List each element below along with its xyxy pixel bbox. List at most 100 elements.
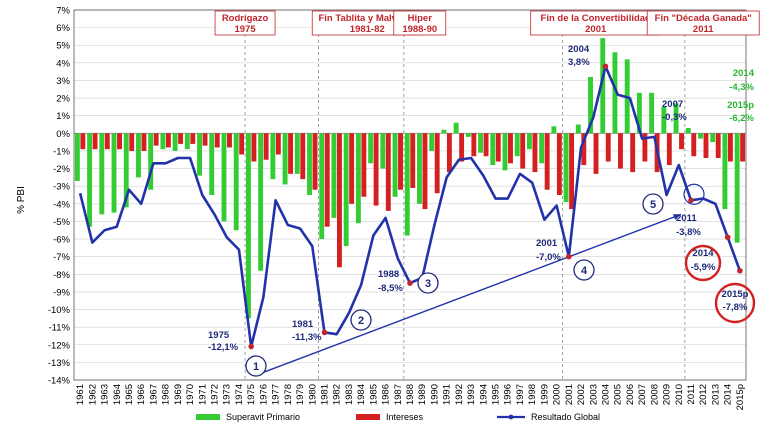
bar-superavit-primario [502, 133, 508, 171]
bar-intereses [618, 133, 623, 169]
bar-intereses [544, 133, 550, 190]
event-box [393, 10, 447, 36]
y-tick-label: -4% [53, 199, 70, 210]
bar-intereses [239, 133, 245, 155]
bar-superavit-primario [294, 133, 300, 174]
annotation-year: 2011 [676, 213, 697, 224]
y-tick-label: -9% [53, 287, 70, 298]
bar-superavit-primario [343, 133, 349, 247]
bar-superavit-primario [355, 133, 361, 224]
bar-superavit-primario [380, 133, 386, 169]
x-tick-label: 2010 [674, 384, 685, 405]
bar-intereses [581, 133, 587, 166]
bar-superavit-primario [734, 133, 740, 243]
bar-intereses [520, 133, 526, 169]
annotation-value: -6,2% [729, 113, 754, 124]
marker-circle [417, 272, 439, 294]
legend-swatch-intereses [356, 414, 380, 420]
x-tick-label: 2004 [600, 384, 611, 405]
annotation-year: 2001 [536, 238, 558, 249]
annotation-value: -5,9% [691, 262, 716, 273]
bar-intereses [556, 133, 562, 195]
x-tick-label: 1968 [161, 384, 172, 405]
event-box [214, 10, 276, 36]
bar-superavit-primario [184, 133, 190, 150]
x-tick-label: 1964 [112, 384, 123, 405]
bar-intereses [80, 133, 86, 150]
bar-intereses [605, 133, 611, 162]
legend-label: Resultado Global [531, 412, 600, 422]
line-highlight-point [321, 329, 328, 336]
x-tick-label: 2011 [686, 384, 697, 404]
bar-superavit-primario [636, 92, 642, 134]
legend-label: Superavit Primario [226, 412, 300, 422]
marker-number: 3 [425, 278, 431, 290]
y-tick-label: -7% [53, 252, 70, 263]
y-axis-label: % PBI [16, 186, 27, 214]
x-tick-label: 1962 [87, 384, 98, 405]
bar-intereses [410, 133, 416, 188]
annotation-year: 2004 [568, 44, 590, 55]
y-tick-label: -13% [48, 358, 71, 369]
bar-intereses [104, 133, 110, 150]
bar-superavit-primario [123, 133, 129, 208]
y-tick-label: -6% [53, 235, 70, 246]
bar-intereses [153, 133, 159, 146]
x-tick-label: 1995 [491, 384, 502, 405]
bar-superavit-primario [429, 133, 435, 151]
annotation-year: 2007 [662, 99, 683, 110]
bar-superavit-primario [514, 133, 520, 157]
x-tick-label: 1967 [148, 384, 159, 405]
bar-intereses [691, 133, 697, 157]
bar-superavit-primario [490, 133, 496, 166]
y-tick-label: -2% [53, 164, 70, 175]
x-tick-label: 1963 [100, 384, 111, 405]
event-title: Fin "Década Ganada" [655, 13, 752, 24]
x-tick-label: 1982 [332, 384, 343, 405]
bar-intereses [324, 133, 330, 227]
bar-superavit-primario [649, 92, 655, 134]
bar-intereses [385, 133, 391, 211]
x-tick-label: 1987 [393, 384, 404, 405]
bar-intereses [251, 133, 257, 162]
line-highlight-point [737, 267, 743, 274]
y-tick-label: 3% [56, 76, 70, 87]
bar-intereses [141, 133, 147, 151]
annotation-value: -8,5% [378, 283, 403, 294]
line-highlight-point [248, 343, 254, 350]
legend-label: Intereses [386, 412, 424, 422]
x-tick-label: 1961 [75, 384, 86, 405]
bar-intereses [190, 133, 196, 144]
bar-superavit-primario [588, 76, 593, 134]
legend-swatch-superavit [196, 414, 220, 420]
x-tick-label: 1989 [417, 384, 428, 405]
annotation-value: 3,8% [568, 57, 590, 68]
x-tick-label: 1990 [429, 384, 440, 405]
bar-intereses [630, 133, 636, 173]
x-tick-label: 1972 [210, 384, 221, 405]
y-tick-label: -8% [53, 270, 70, 281]
x-tick-label: 1980 [307, 384, 318, 405]
x-tick-label: 1976 [258, 384, 269, 405]
bar-superavit-primario [99, 133, 105, 215]
bar-intereses [117, 133, 122, 150]
bar-intereses [459, 133, 465, 162]
bar-superavit-primario [539, 133, 545, 164]
marker-circle [350, 309, 372, 331]
x-tick-label: 2009 [662, 384, 673, 405]
bar-superavit-primario [417, 133, 422, 204]
x-tick-label: 2003 [588, 384, 599, 405]
bar-superavit-primario [258, 133, 264, 271]
bar-intereses [300, 133, 306, 180]
bar-intereses [275, 133, 281, 155]
bar-superavit-primario [698, 133, 703, 139]
highlight-circle-2015p [714, 282, 756, 324]
bar-superavit-primario [172, 133, 178, 151]
bar-intereses [740, 133, 746, 162]
bar-superavit-primario [722, 133, 728, 210]
bar-superavit-primario [710, 133, 716, 143]
x-tick-label: 1986 [381, 384, 392, 405]
bar-intereses [508, 133, 513, 164]
